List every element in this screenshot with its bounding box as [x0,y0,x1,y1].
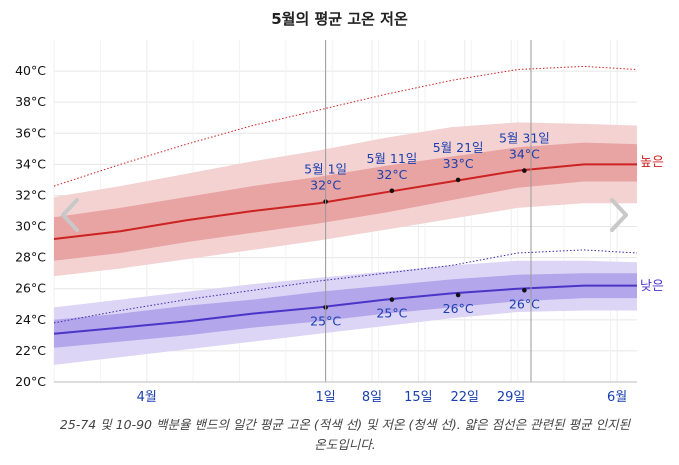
caption-line-2: 온도입니다. [314,437,375,452]
y-tick-label: 40°C [15,63,46,78]
x-tick-label: 6월 [607,390,627,405]
x-tick-label: 1일 [316,390,336,405]
high-value-label: 33°C [443,156,474,171]
chevron-left-icon [61,198,79,232]
lines [53,65,638,335]
high-point [389,188,395,194]
y-tick-label: 30°C [15,219,46,234]
low-value-label: 26°C [509,296,540,311]
high-value-label: 32°C [376,167,407,182]
high-point [522,168,527,173]
series-label-low: 낮은 [640,279,664,294]
high-date-label: 5월 31일 [499,131,550,146]
y-tick-label: 36°C [15,125,46,140]
x-tick-label: 22일 [450,390,479,405]
chevron-right-icon [610,198,628,232]
high-point [455,177,461,183]
caption-line-1: 25-74 및 10-90 백분율 밴드의 일간 평균 고온 (적색 선) 및 … [60,417,632,432]
series-label-high: 높은 [640,155,664,170]
x-tick-label: 4월 [137,390,157,405]
y-tick-label: 20°C [15,374,46,389]
high-date-label: 5월 21일 [433,140,484,155]
y-tick-label: 22°C [15,343,46,358]
mean-line-low [53,284,637,335]
chart-title: 5월의 평균 고온 저온 [271,10,408,28]
low-value-label: 26°C [443,301,474,316]
axes: 20°C 22°C 24°C 26°C 28°C 30°C 32°C 34°C 36°C 38°C… [15,40,637,405]
band-25-75-low [54,273,637,348]
y-tick-label: 38°C [15,94,46,109]
y-tick-label: 34°C [15,156,46,171]
prev-button[interactable] [61,198,79,232]
perceived-line-high [53,65,638,187]
x-tick-label: 15일 [404,390,433,405]
low-point [522,287,527,293]
y-tick-label: 26°C [15,281,46,296]
high-value-label: 34°C [509,147,540,162]
x-tick-label: 29일 [497,390,526,405]
x-tick-label: 8일 [362,390,382,405]
low-point [389,297,395,302]
mean-line-high [53,163,637,240]
low-point [455,292,461,298]
perceived-line-low [53,249,638,324]
high-date-label: 5월 11일 [366,151,417,166]
next-button[interactable] [610,198,628,232]
y-tick-label: 28°C [15,250,46,265]
band-25-75-high [54,142,637,261]
bands [54,122,637,365]
y-tick-label: 24°C [15,312,46,327]
y-tick-label: 32°C [15,187,46,202]
low-value-label: 25°C [376,306,407,321]
